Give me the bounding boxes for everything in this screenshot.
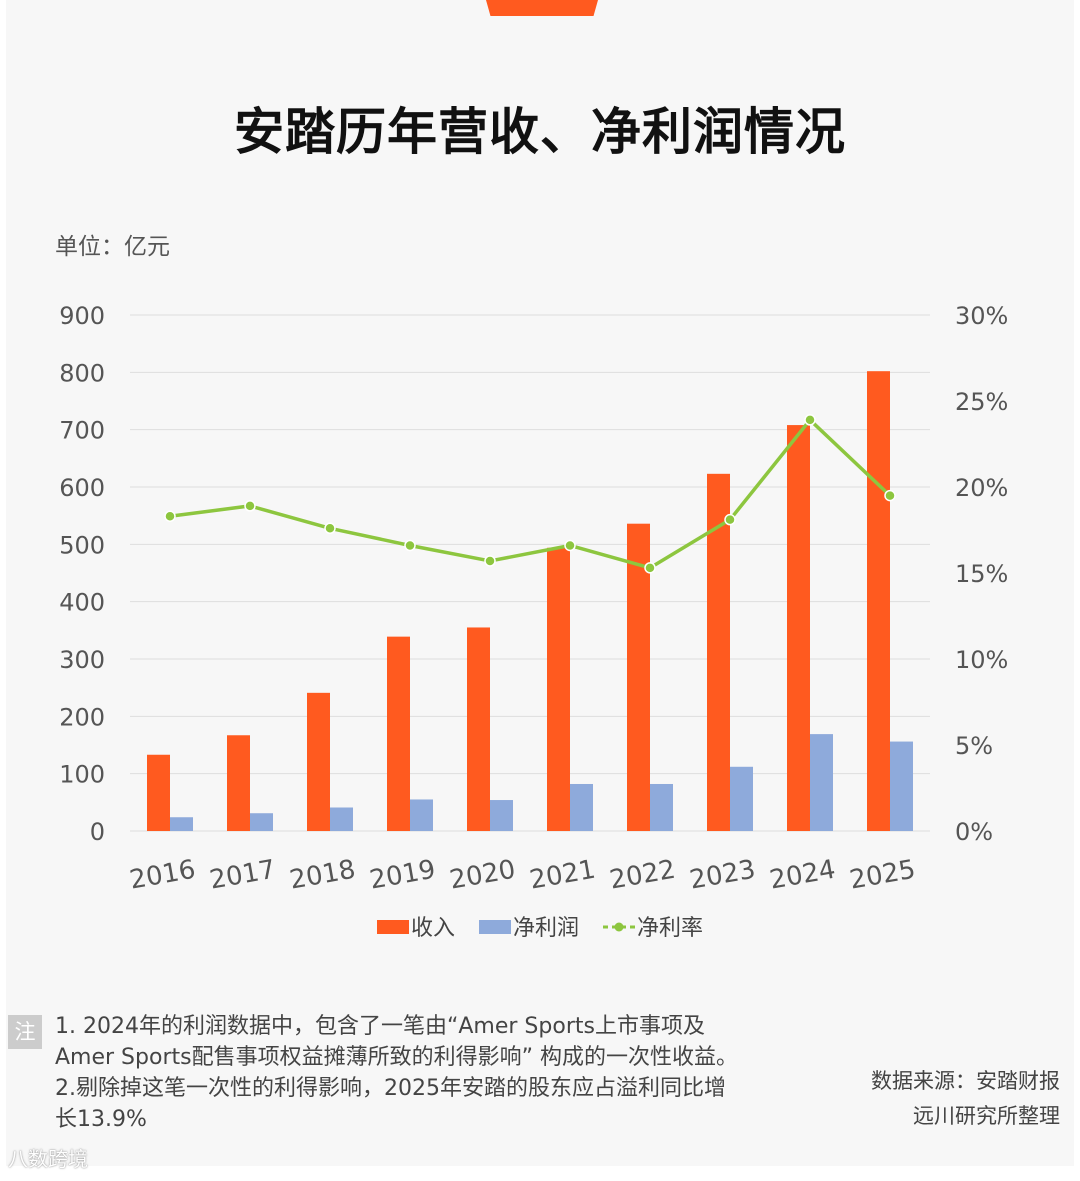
net-profit-bar [250,813,273,831]
margin-point [164,510,176,522]
y-left-tick-label: 300 [59,646,105,674]
card-background [6,0,1074,1166]
legend-label: 收入 [411,916,455,941]
margin-point [484,555,496,567]
profit-margin-line [164,414,896,574]
page-title: 安踏历年营收、净利润情况 [234,103,846,161]
margin-point [644,562,656,574]
combo-chart: 0 100 200 300 400 500 600 700 800 900 0% 5% 10% 15% 20… [59,302,1008,941]
y-right-tick-label: 15% [955,560,1008,588]
bars [147,371,913,831]
net-profit-bar [570,783,593,831]
net-profit-bar [890,741,913,831]
margin-point [804,414,816,426]
y-right-tick-label: 25% [955,388,1008,416]
unit-label: 单位：亿元 [55,234,170,260]
y-left-tick-label: 500 [59,531,105,559]
margin-point [244,500,256,512]
y-left-tick-label: 200 [59,703,105,731]
y-right-tick-label: 20% [955,474,1008,502]
x-tick-label: 2025 [847,855,917,896]
x-tick-label: 2016 [127,855,197,896]
y-right-tick-label: 0% [955,818,993,846]
net-profit-bar [730,766,753,831]
legend-label: 净利率 [637,916,703,941]
revenue-bar [467,627,490,831]
source: 数据来源：安踏财报 远川研究所整理 [871,1064,1060,1134]
y-right-tick-label: 5% [955,732,993,760]
legend-swatch [479,920,511,934]
y-right-tick-label: 30% [955,302,1008,330]
revenue-bar [787,425,810,831]
net-profit-bar [170,817,193,831]
revenue-bar [307,692,330,831]
net-profit-bar [410,799,433,831]
source-line-1: 数据来源：安踏财报 [871,1069,1060,1093]
y-left-tick-label: 100 [59,761,105,789]
net-profit-bar [330,807,353,831]
y-left-tick-label: 800 [59,359,105,387]
y-left-tick-label: 0 [90,818,105,846]
net-profit-bar [650,783,673,831]
top-accent-tab [486,0,598,16]
x-tick-label: 2020 [447,855,517,896]
legend-marker [614,922,624,932]
x-tick-label: 2024 [767,855,837,896]
legend-label: 净利润 [513,916,579,941]
net-profit-bar [810,734,833,831]
note-line-1: 1. 2024年的利润数据中，包含了一笔由“Amer Sports上市事项及Am… [55,1014,738,1070]
revenue-bar [387,636,410,831]
y-left-tick-label: 400 [59,589,105,617]
margin-point [564,539,576,552]
x-tick-label: 2023 [687,855,757,896]
revenue-bar [707,473,730,831]
x-tick-label: 2021 [527,855,597,896]
y-left-tick-label: 600 [59,474,105,502]
note-label: 注 [8,1015,42,1049]
x-tick-label: 2022 [607,855,677,896]
source-line-2: 远川研究所整理 [913,1104,1060,1128]
margin-line [169,418,892,570]
revenue-bar [147,754,170,831]
axes: 0 100 200 300 400 500 600 700 800 900 0% 5% 10% 15% 20… [59,302,1008,896]
revenue-bar [627,523,650,831]
margin-point [724,513,736,526]
legend: 收入 净利润 净利率 [377,916,703,941]
watermark: 八数跨境 [8,1147,88,1171]
legend-swatch [377,920,409,934]
margin-point [324,522,336,535]
revenue-bar [547,547,570,831]
notes: 1. 2024年的利润数据中，包含了一笔由“Amer Sports上市事项及Am… [55,1011,745,1135]
margin-point [884,489,896,502]
revenue-bar [227,735,250,831]
note-line-2: 2.剔除掉这笔一次性的利得影响，2025年安踏的股东应占溢利同比增长13.9% [55,1076,726,1132]
x-tick-label: 2018 [287,855,357,896]
y-right-tick-label: 10% [955,646,1008,674]
y-left-tick-label: 900 [59,302,105,330]
revenue-bar [867,371,890,831]
margin-point [404,539,416,552]
y-left-tick-label: 700 [59,417,105,445]
x-tick-label: 2017 [207,855,277,896]
x-tick-label: 2019 [367,855,437,896]
net-profit-bar [490,800,513,831]
